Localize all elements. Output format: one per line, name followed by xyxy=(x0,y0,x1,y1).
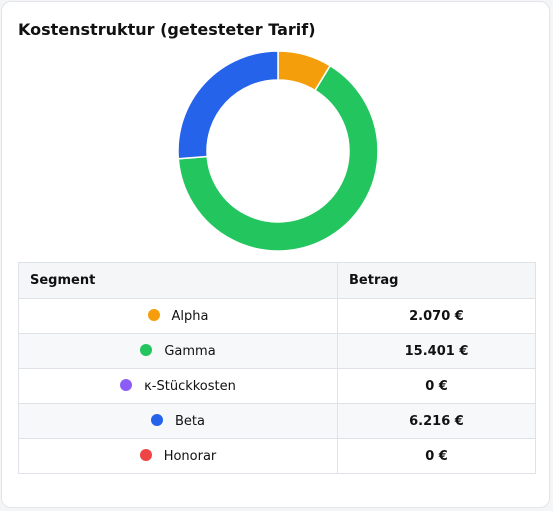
segment-cell: Honorar xyxy=(18,438,338,474)
segment-cell: Beta xyxy=(18,403,338,439)
amount-cell: 15.401 € xyxy=(337,333,536,369)
table-row: Alpha 2.070 € xyxy=(18,298,536,334)
amount-cell: 6.216 € xyxy=(337,403,536,439)
color-dot xyxy=(140,343,153,356)
segment-label: κ-Stückkosten xyxy=(144,378,236,394)
segment-cell: Gamma xyxy=(18,333,338,369)
header-segment: Segment xyxy=(18,262,338,299)
chart-title: Kostenstruktur (getesteter Tarif) xyxy=(18,20,316,39)
color-dot xyxy=(139,448,152,461)
segment-label: Alpha xyxy=(171,308,209,324)
segment-cell: κ-Stückkosten xyxy=(18,368,338,404)
amount-cell: 0 € xyxy=(337,368,536,404)
color-dot xyxy=(120,378,133,391)
segment-cell: Alpha xyxy=(18,298,338,334)
segment-label: Beta xyxy=(175,413,205,429)
donut-slice-beta xyxy=(177,50,279,160)
donut-chart xyxy=(177,50,379,252)
donut-slice-gamma xyxy=(177,64,379,252)
table-row: κ-Stückkosten 0 € xyxy=(18,368,536,404)
color-dot xyxy=(151,413,163,426)
amount-cell: 0 € xyxy=(337,438,536,474)
segment-label: Gamma xyxy=(164,343,216,359)
table-row: Beta 6.216 € xyxy=(18,403,536,439)
table-header-row: Segment Betrag xyxy=(18,262,536,299)
table-row: Honorar 0 € xyxy=(18,438,536,474)
color-dot xyxy=(147,308,160,321)
segment-label: Honorar xyxy=(163,448,217,464)
amount-cell: 2.070 € xyxy=(337,298,536,334)
table-row: Gamma 15.401 € xyxy=(18,333,536,369)
header-amount: Betrag xyxy=(337,262,536,299)
cost-table: Segment Betrag Alpha 2.070 € Gamma 15.40… xyxy=(18,262,536,474)
